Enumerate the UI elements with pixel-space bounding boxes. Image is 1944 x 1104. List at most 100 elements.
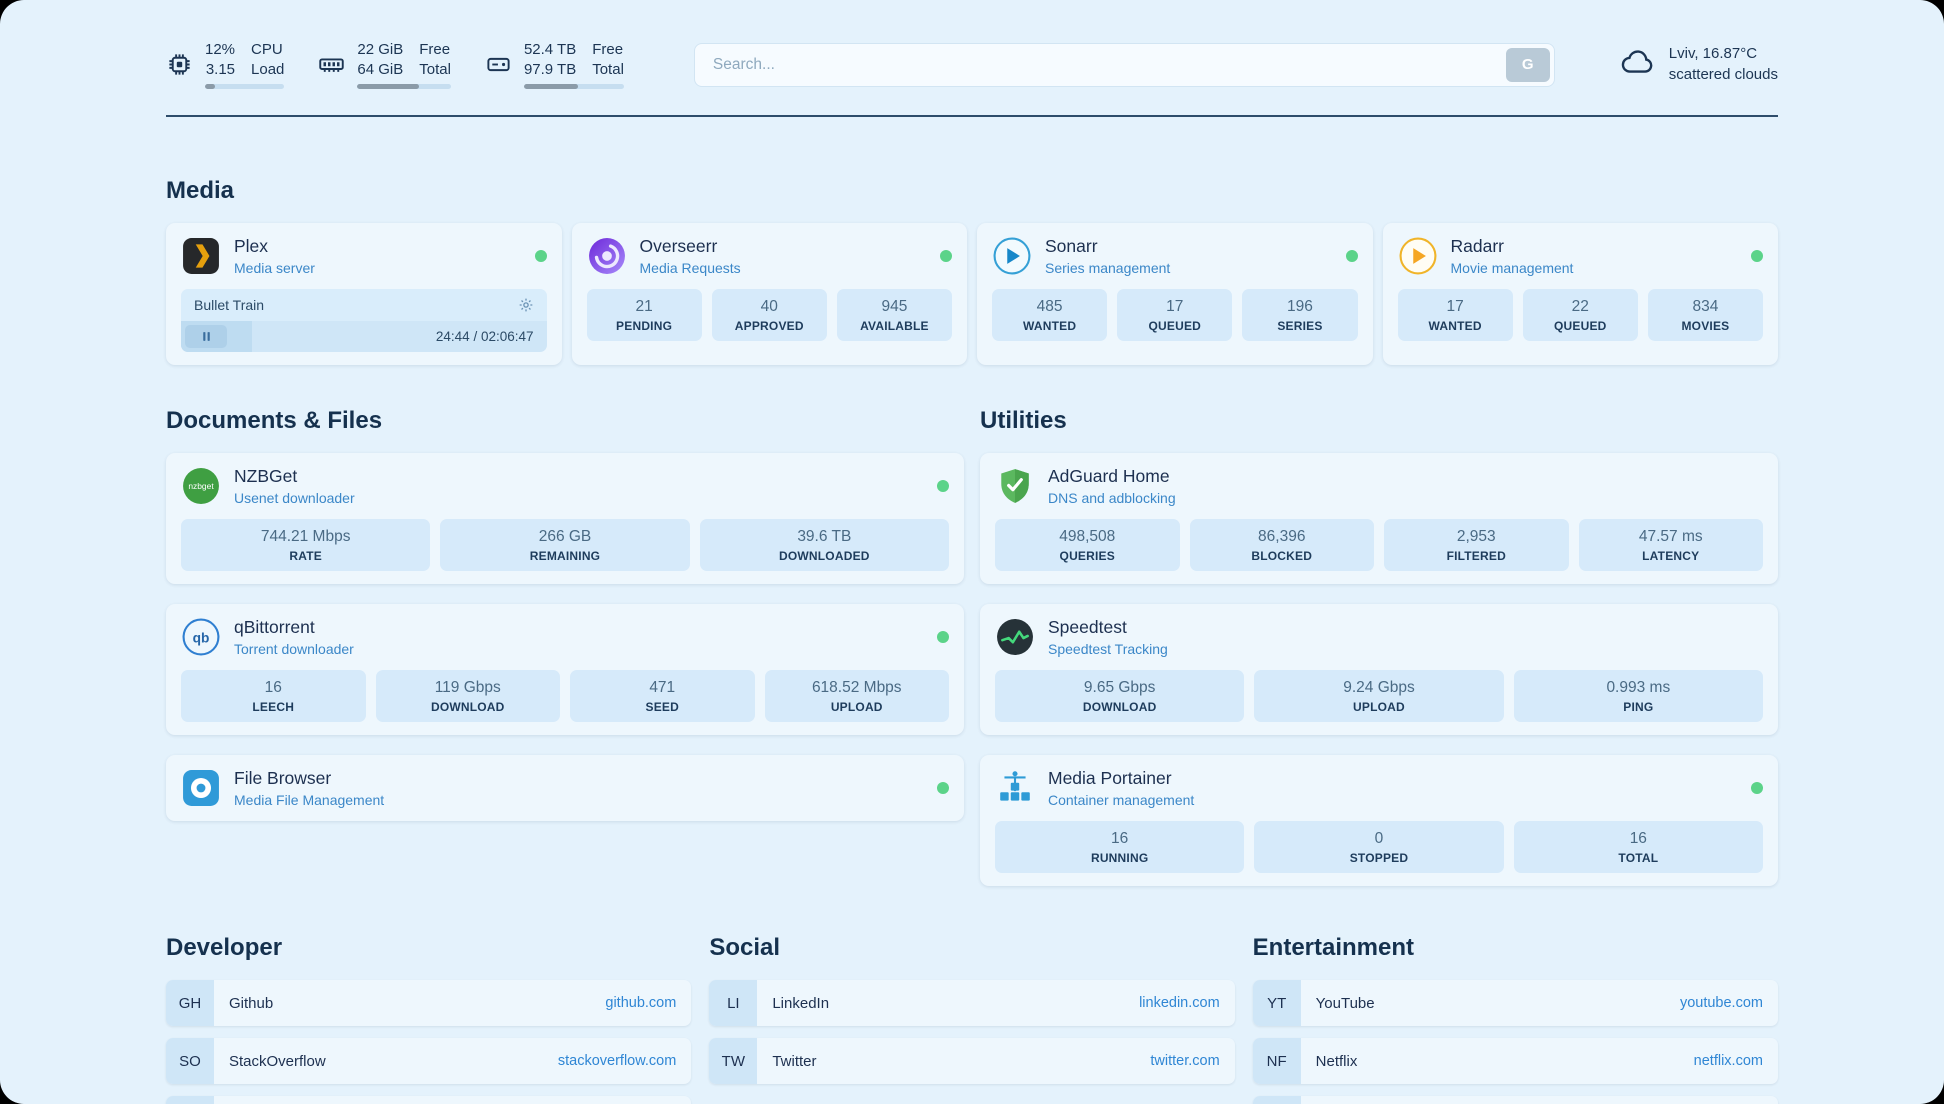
- status-dot: [534, 250, 547, 262]
- stat-movies: 834 MOVIES: [1647, 289, 1764, 341]
- status-dot: [940, 250, 952, 262]
- stat-label: DOWNLOAD: [430, 700, 505, 714]
- pause-button[interactable]: [185, 325, 227, 348]
- status-dot: [937, 782, 949, 794]
- app-description: Usenet downloader: [234, 490, 355, 506]
- memory-label-1: Free: [419, 41, 451, 58]
- app-description: Speedtest Tracking: [1048, 641, 1168, 657]
- stat-label: DOWNLOADED: [778, 549, 870, 563]
- bookmark-reddit[interactable]: RE Reddit reddit.com: [1252, 1096, 1778, 1104]
- adguard-card[interactable]: AdGuard Home DNS and adblocking 498,508 …: [980, 453, 1778, 584]
- stat-label: WANTED: [1428, 319, 1482, 333]
- playback-progress-bar[interactable]: 24:44 / 02:06:47: [181, 321, 547, 352]
- disk-progress-fill: [523, 84, 578, 89]
- bookmark-stackoverflow[interactable]: SO StackOverflow stackoverflow.com: [166, 1038, 692, 1084]
- stat-rate: 744.21 Mbps RATE: [181, 519, 431, 571]
- stat-running: 16 RUNNING: [995, 821, 1245, 873]
- memory-label-2: Total: [419, 60, 451, 78]
- memory-ram-icon: [318, 51, 345, 78]
- bookmark-linkedin[interactable]: LI LinkedIn linkedin.com: [709, 980, 1235, 1026]
- app-name: qBittorrent: [234, 617, 315, 637]
- bookmark-netflix[interactable]: NF Netflix netflix.com: [1252, 1038, 1778, 1084]
- disk-total-value: 97.9 TB: [523, 60, 577, 78]
- stat-value: 21: [635, 298, 653, 315]
- stat-value: 17: [1166, 298, 1184, 315]
- stat-filtered: 2,953 FILTERED: [1384, 519, 1569, 571]
- stat-pending: 21 PENDING: [586, 289, 702, 341]
- memory-progress-fill: [357, 84, 420, 89]
- plex-card[interactable]: Plex Media server Bullet Train: [166, 223, 562, 365]
- stat-value: 945: [881, 298, 908, 315]
- search-input[interactable]: [693, 42, 1555, 87]
- app-description: Media File Management: [234, 792, 385, 808]
- stat-label: LEECH: [252, 700, 295, 714]
- nzbget-card[interactable]: nzbget NZBGet Usenet downloader 744.21 M…: [166, 453, 964, 584]
- qbittorrent-icon: qb: [181, 617, 221, 657]
- utilities-section: Utilities AdGuard Home: [980, 407, 1778, 886]
- radarr-card[interactable]: Radarr Movie management 17 WANTED 22 QUE…: [1382, 223, 1778, 365]
- stat-label: APPROVED: [734, 319, 804, 333]
- qbittorrent-logo-text: qb: [193, 630, 210, 645]
- status-dot: [937, 480, 949, 492]
- sonarr-card[interactable]: Sonarr Series management 485 WANTED 17 Q…: [977, 223, 1373, 365]
- stat-upload: 9.24 Gbps UPLOAD: [1254, 670, 1504, 722]
- cpu-label-1: CPU: [251, 41, 283, 58]
- bookmark-url: twitter.com: [1150, 1053, 1220, 1069]
- stat-approved: 40 APPROVED: [711, 289, 827, 341]
- memory-total-value: 64 GiB: [357, 60, 404, 78]
- bookmark-youtube[interactable]: YT YouTube youtube.com: [1252, 980, 1778, 1026]
- social-bookmarks-section: Social LI LinkedIn linkedin.com TW Twitt…: [709, 934, 1235, 1104]
- stat-value: 0: [1374, 830, 1384, 847]
- bookmark-dev[interactable]: DT DEV dev.to: [166, 1096, 692, 1104]
- bookmark-github[interactable]: GH Github github.com: [166, 980, 692, 1026]
- entertainment-bookmarks-section: Entertainment YT YouTube youtube.com NF …: [1252, 934, 1778, 1104]
- portainer-card[interactable]: Media Portainer Container management 16 …: [980, 755, 1778, 886]
- stat-value: 744.21 Mbps: [260, 528, 351, 545]
- stat-download: 119 Gbps DOWNLOAD: [375, 670, 560, 722]
- app-description: Media server: [234, 260, 315, 276]
- documents-section-title: Documents & Files: [166, 407, 383, 434]
- stat-label: QUERIES: [1059, 549, 1115, 563]
- cpu-widget: 12% 3.15 CPU Load: [166, 40, 285, 89]
- stat-value: 9.65 Gbps: [1083, 679, 1156, 696]
- cpu-progress-fill: [205, 84, 215, 89]
- search-bar: G: [693, 42, 1555, 87]
- nzbget-icon: nzbget: [181, 466, 221, 506]
- stat-wanted: 485 WANTED: [992, 289, 1108, 341]
- qbittorrent-card[interactable]: qb qBittorrent Torrent downloader 16 LEE…: [166, 604, 964, 735]
- stat-latency: 47.57 ms LATENCY: [1578, 519, 1763, 571]
- memory-readout: 22 GiB 64 GiB Free Total: [357, 40, 451, 89]
- nzbget-logo-text: nzbget: [188, 481, 214, 491]
- documents-section: Documents & Files nzbget NZBGet Usenet d: [166, 407, 964, 821]
- search-provider-button[interactable]: G: [1505, 47, 1550, 82]
- stat-value: 16: [264, 679, 282, 696]
- social-section-title: Social: [709, 934, 781, 961]
- bookmark-url: netflix.com: [1693, 1053, 1763, 1069]
- filebrowser-card[interactable]: File Browser Media File Management: [166, 755, 964, 821]
- radarr-icon: [1398, 236, 1438, 276]
- stat-label: QUEUED: [1553, 319, 1607, 333]
- bookmark-url: linkedin.com: [1139, 995, 1220, 1011]
- stat-label: WANTED: [1022, 319, 1077, 333]
- status-dot: [1345, 250, 1358, 262]
- header-divider: [166, 115, 1778, 117]
- bookmark-twitter[interactable]: TW Twitter twitter.com: [709, 1038, 1235, 1084]
- stat-label: SERIES: [1277, 319, 1323, 333]
- stat-value: 485: [1036, 298, 1063, 315]
- overseerr-card[interactable]: Overseerr Media Requests 21 PENDING 40 A…: [571, 223, 967, 365]
- stat-value: 471: [649, 679, 676, 696]
- stat-download: 9.65 Gbps DOWNLOAD: [995, 670, 1245, 722]
- app-name: File Browser: [234, 768, 332, 788]
- stat-leech: 16 LEECH: [181, 670, 366, 722]
- speedtest-card[interactable]: Speedtest Speedtest Tracking 9.65 Gbps D…: [980, 604, 1778, 735]
- developer-bookmarks-section: Developer GH Github github.com SO StackO…: [166, 934, 692, 1104]
- status-dot: [937, 631, 949, 643]
- entertainment-section-title: Entertainment: [1252, 934, 1415, 961]
- overseerr-icon: [587, 236, 627, 276]
- app-name: Radarr: [1450, 236, 1505, 256]
- app-name: Sonarr: [1045, 236, 1098, 256]
- stat-available: 945 AVAILABLE: [836, 289, 953, 341]
- gear-icon[interactable]: [518, 297, 534, 313]
- cpu-progress-track: [205, 84, 285, 89]
- bookmark-url: youtube.com: [1679, 995, 1763, 1011]
